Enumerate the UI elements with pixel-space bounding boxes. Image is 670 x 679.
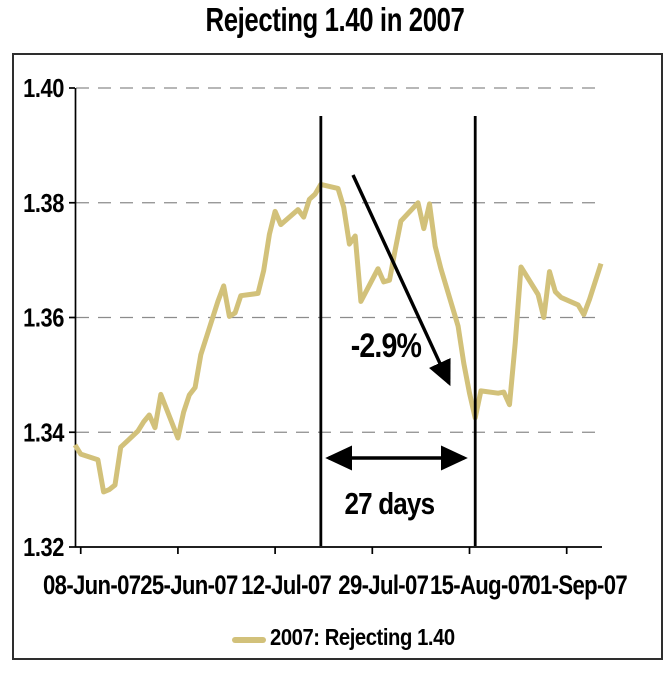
y-tick-label: 1.40 xyxy=(23,74,64,103)
x-tick-label: 29-Jul-07 xyxy=(338,571,428,601)
drop-arrow xyxy=(351,174,451,387)
legend-line-swatch xyxy=(232,637,266,643)
axes: 1.40 1.38 1.36 1.34 1.32 08-Jun-07 25-Jun-07 12… xyxy=(23,74,627,600)
data-series xyxy=(72,181,604,495)
span-days-text: 27 days xyxy=(344,486,435,521)
y-tick-label: 1.34 xyxy=(23,419,65,448)
x-tick-label: 15-Aug-07 xyxy=(430,571,531,601)
chart-legend: 2007: Rejecting 1.40 xyxy=(0,624,670,654)
x-tick-label: 01-Sep-07 xyxy=(528,571,627,601)
drop-percent-annotation: -2.9% xyxy=(330,327,442,366)
x-tick-label: 08-Jun-07 xyxy=(43,571,140,601)
chart-frame xyxy=(12,53,663,660)
drop-percent-text: -2.9% xyxy=(350,327,422,365)
price-line xyxy=(72,181,604,495)
annotation-arrows xyxy=(325,174,468,471)
legend-label: 2007: Rejecting 1.40 xyxy=(270,624,455,650)
y-tick-label: 1.32 xyxy=(23,533,64,562)
x-tick-label: 25-Jun-07 xyxy=(140,571,237,601)
y-tick-label: 1.36 xyxy=(23,304,64,333)
x-tick-label: 12-Jul-07 xyxy=(241,571,331,601)
event-vlines xyxy=(319,116,477,546)
chart-title-text: Rejecting 1.40 in 2007 xyxy=(205,1,465,38)
chart-title: Rejecting 1.40 in 2007 xyxy=(0,1,670,39)
y-tick-label: 1.38 xyxy=(23,189,64,218)
gridlines xyxy=(76,87,602,433)
span-days-annotation: 27 days xyxy=(333,486,445,522)
